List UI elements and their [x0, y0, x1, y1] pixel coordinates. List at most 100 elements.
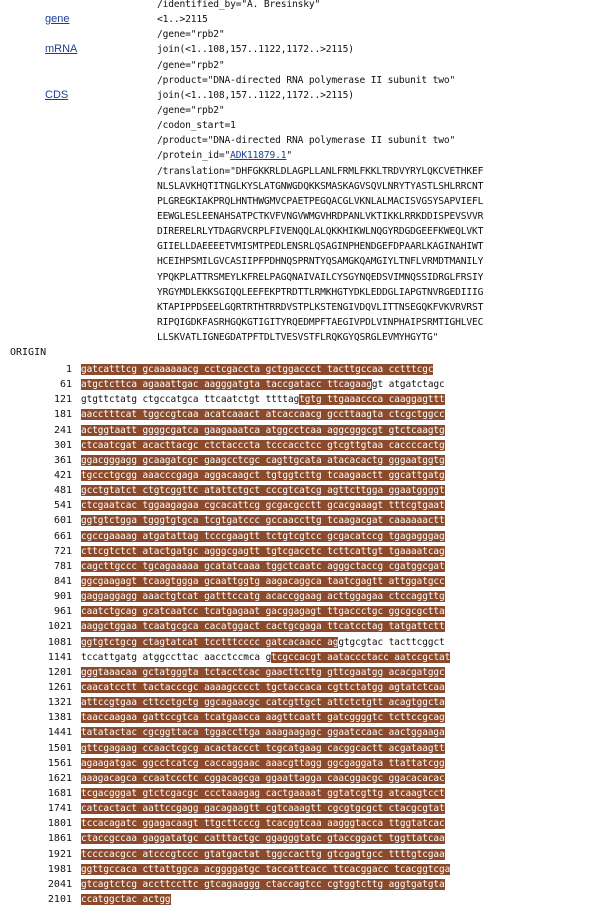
sequence-bases: catcactact aattccgagg gacagaagtt cgtcaaa…	[81, 801, 445, 816]
feature-value: EEWGLESLEENAHSATPCTKVFVNGVWMGVHRDPANLVKT…	[157, 210, 484, 222]
sequence-row: 961 caatctgcag gcatcaatcc tcatgagaat gacg…	[0, 604, 607, 619]
sequence-bases: gcctgtatct ctgtcggttc atattctgct cccgtca…	[81, 483, 445, 498]
exon-highlight-segment: ctcaatcgat acacttacgc ctctaccctа tcccacc…	[81, 439, 445, 451]
sequence-row: 1381 taaccaagaa gattccgtca tcatgaacca aag…	[0, 710, 607, 725]
feature-key-gene-link[interactable]: gene	[45, 13, 70, 26]
sequence-position: 361	[53, 454, 72, 466]
exon-highlight-segment: ggtgtctgcg ctagtatcat tcctttcccc gatcaca…	[81, 636, 339, 648]
protein-id-link[interactable]: ADK11879.1	[230, 150, 287, 162]
sequence-row: 841 ggcgaagagt tcaagtggga gcaattggtg aaga…	[0, 574, 607, 589]
sequence-bases: aacctttcat tggccgtcaa acatcaaact atcacca…	[81, 407, 445, 422]
sequence-position: 481	[53, 485, 72, 497]
sequence-position: 301	[53, 439, 72, 451]
feature-line: gene <1..>2115	[0, 12, 607, 27]
feature-value: YRGYMDLEKKSGIQQLEEFEKPTRDTTLRMKHGTYDKLED…	[157, 286, 484, 298]
sequence-position: 721	[53, 545, 72, 557]
feature-line: YPQKPLATTRSMEYLKFRELPAGQNAIVAILCYSGYNQED…	[0, 270, 607, 285]
sequence-position: 1321	[47, 697, 72, 709]
sequence-position: 781	[53, 560, 72, 572]
sequence-bases: ggtgtctgga tgggtgtgca tcgtgatccc gccaacc…	[81, 513, 445, 528]
sequence-row: 2041 gtcagtctcg accttccttc gtcagaaggg cta…	[0, 877, 607, 892]
sequence-position: 1561	[47, 757, 72, 769]
sequence-bases: tgccctgcgg aaacccgaga aggacaagct tgtggtc…	[81, 468, 445, 483]
exon-highlight-segment: gatcatttcg gcaaaaaacg cctcgaccta gctggac…	[81, 364, 434, 375]
sequence-bases: cgccgaaaag atgatattag tcccgaagtt tctgtcg…	[81, 529, 445, 544]
sequence-bases: ggcgaagagt tcaagtggga gcaattggtg aagacag…	[81, 574, 445, 589]
feature-line: GIIELLDAEEEETVMISMTPEDLENSRLQSAGINPHENDG…	[0, 239, 607, 254]
sequence-bases: ggttgccaca cttattggca acggggatgc taccatt…	[81, 862, 450, 877]
feature-line: LLSKVATLIGNEGDATPFTDLTVESVSTFLRQKGYQSRGL…	[0, 330, 607, 345]
sequence-row: 2101 ccatggctac actgg	[0, 892, 607, 907]
sequence-position: 1	[65, 364, 72, 375]
intron-segment: gt atgatctagc	[371, 379, 445, 391]
sequence-row: 421 tgccctgcgg aaacccgaga aggacaagct tgtg…	[0, 468, 607, 483]
exon-highlight-segment: ggtgtctgga tgggtgtgca tcgtgatccc gccaacc…	[81, 515, 445, 527]
sequence-position: 961	[53, 606, 72, 618]
feature-value: /gene="rpb2"	[157, 104, 225, 116]
feature-line: CDS join(<1..108,157..1122,1172..>2115)	[0, 88, 607, 103]
exon-highlight-segment: gcctgtatct ctgtcggttc atattctgct cccgtca…	[81, 485, 445, 497]
feature-line: /gene="rpb2"	[0, 58, 607, 73]
exon-highlight-segment: tgccctgcgg aaacccgaga aggacaagct tgtggtc…	[81, 469, 445, 481]
sequence-bases: ctcaatcgat acacttacgc ctctaccctа tcccacc…	[81, 438, 445, 453]
intron-segment: tccattgatg atggccttac aacctccmca g	[81, 651, 272, 663]
sequence-row: 121 gtgttctatg ctgccatgca ttcaatctgt tttt…	[0, 392, 607, 407]
intron-segment: gtgcgtac tacttcggct	[338, 636, 445, 648]
sequence-position: 1501	[47, 742, 72, 754]
sequence-bases: aaggctggaa tcaatgcgca cacatggact cactgcg…	[81, 619, 445, 634]
feature-value: DIRERELRLYTDAGRVCRPLFIVENQQLALQKKHIKWLNQ…	[157, 226, 484, 238]
exon-highlight-segment: tatatactac cgcggttaca tggaccttga aaagaag…	[81, 727, 445, 739]
sequence-bases: actggtaatt ggggcgatca gaagaaatca atggcct…	[81, 423, 445, 438]
feature-line: /product="DNA-directed RNA polymerase II…	[0, 73, 607, 88]
sequence-bases: atgctcttca agaaattgac aagggatgta taccgat…	[81, 377, 445, 392]
sequence-bases: gatcatttcg gcaaaaaacg cctcgaccta gctggac…	[81, 362, 433, 377]
sequence-bases: taaccaagaa gattccgtca tcatgaacca aagttca…	[81, 710, 445, 725]
sequence-position: 541	[53, 500, 72, 512]
exon-highlight-segment: tcgccacgt aataccctacc aatccgctat	[271, 651, 451, 663]
exon-highlight-segment: actggtaatt ggggcgatca gaagaaatca atggcct…	[81, 424, 445, 436]
feature-line: /identified_by="A. Bresinsky"	[0, 0, 607, 12]
feature-value: /identified_by="A. Bresinsky"	[157, 0, 321, 10]
sequence-position: 1741	[47, 803, 72, 815]
feature-line: mRNA join(<1..108,157..1122,1172..>2115)	[0, 42, 607, 57]
sequence-row: 781 cagcttgccc tgcagaaaaa gcatatcaaa tggc…	[0, 559, 607, 574]
feature-key-mrna-link[interactable]: mRNA	[45, 43, 78, 56]
sequence-position: 1441	[47, 727, 72, 739]
sequence-bases: tccattgatg atggccttac aacctccmca gtcgcca…	[81, 650, 450, 665]
sequence-position: 61	[59, 379, 72, 391]
sequence-bases: aaagacagca ccaatccctc cggacagcga ggaatta…	[81, 771, 445, 786]
feature-line: DIRERELRLYTDAGRVCRPLFIVENQQLALQKKHIKWLNQ…	[0, 224, 607, 239]
sequence-bases: ggacgggagg gcaagatcgc gaagcctcgc cagttgc…	[81, 453, 445, 468]
exon-highlight-segment: ctaccgccaa gaggatatgc catttactgc ggagggt…	[81, 833, 445, 845]
feature-line: /gene="rpb2"	[0, 103, 607, 118]
sequence-bases: tccacagatc ggagacaagt ttgcttcccg tcacggt…	[81, 816, 445, 831]
exon-highlight-segment: attccgtgaa cttcctgctg ggcagaacgc catcgtt…	[81, 697, 445, 709]
sequence-row: 1081 ggtgtctgcg ctagtatcat tcctttcccc gat…	[0, 635, 607, 650]
qualifier-prefix: /protein_id="	[157, 150, 231, 162]
sequence-bases: gtgttctatg ctgccatgca ttcaatctgt ttttagt…	[81, 392, 445, 407]
sequence-row: 541 ctcgaatcac tggaagagaa cgcacattcg gcga…	[0, 498, 607, 513]
feature-value: /codon_start=1	[157, 120, 236, 132]
sequence-bases: gttcgagaag ccaactcgcg acactaccct tcgcatg…	[81, 741, 445, 756]
sequence-position: 181	[53, 409, 72, 421]
sequence-bases: gggtaaacaa gctatgggta tctacctcac gaacttc…	[81, 665, 445, 680]
exon-highlight-segment: ggttgccaca cttattggca acggggatgc taccatt…	[81, 863, 451, 875]
feature-value: /gene="rpb2"	[157, 29, 225, 41]
feature-line: /codon_start=1	[0, 118, 607, 133]
sequence-bases: attccgtgaa cttcctgctg ggcagaacgc catcgtt…	[81, 695, 445, 710]
feature-value: <1..>2115	[157, 14, 208, 26]
feature-value: LLSKVATLIGNEGDATPFTDLTVESVSTFLRQKGYQSRGL…	[157, 332, 439, 344]
feature-line: RIPQIGDKFASRHGQKGTIGITYRQEDMPFTAEGIVPDLV…	[0, 315, 607, 330]
feature-line: /product="DNA-directed RNA polymerase II…	[0, 133, 607, 148]
exon-highlight-segment: aacctttcat tggccgtcaa acatcaaact atcacca…	[81, 409, 445, 421]
exon-highlight-segment: agaagatgac ggcctcatcg caccaggaac aaacgtt…	[81, 757, 445, 769]
sequence-row: 1321 attccgtgaa cttcctgctg ggcagaacgc cat…	[0, 695, 607, 710]
sequence-bases: cagcttgccc tgcagaaaaa gcatatcaaa tggctca…	[81, 559, 445, 574]
feature-value: GIIELLDAEEEETVMISMTPEDLENSRLQSAGINPHENDG…	[157, 241, 484, 253]
feature-key-cds-link[interactable]: CDS	[45, 88, 69, 101]
sequence-row: 301 ctcaatcgat acacttacgc ctctaccctа tccc…	[0, 438, 607, 453]
sequence-position: 661	[53, 530, 72, 542]
sequence-row: 181 aacctttcat tggccgtcaa acatcaaact atca…	[0, 407, 607, 422]
feature-value: /product="DNA-directed RNA polymerase II…	[157, 74, 456, 86]
feature-line: KTAPIPPDSEELGQRTRTHTRRDVSTPLKSTENGIVDQVL…	[0, 300, 607, 315]
